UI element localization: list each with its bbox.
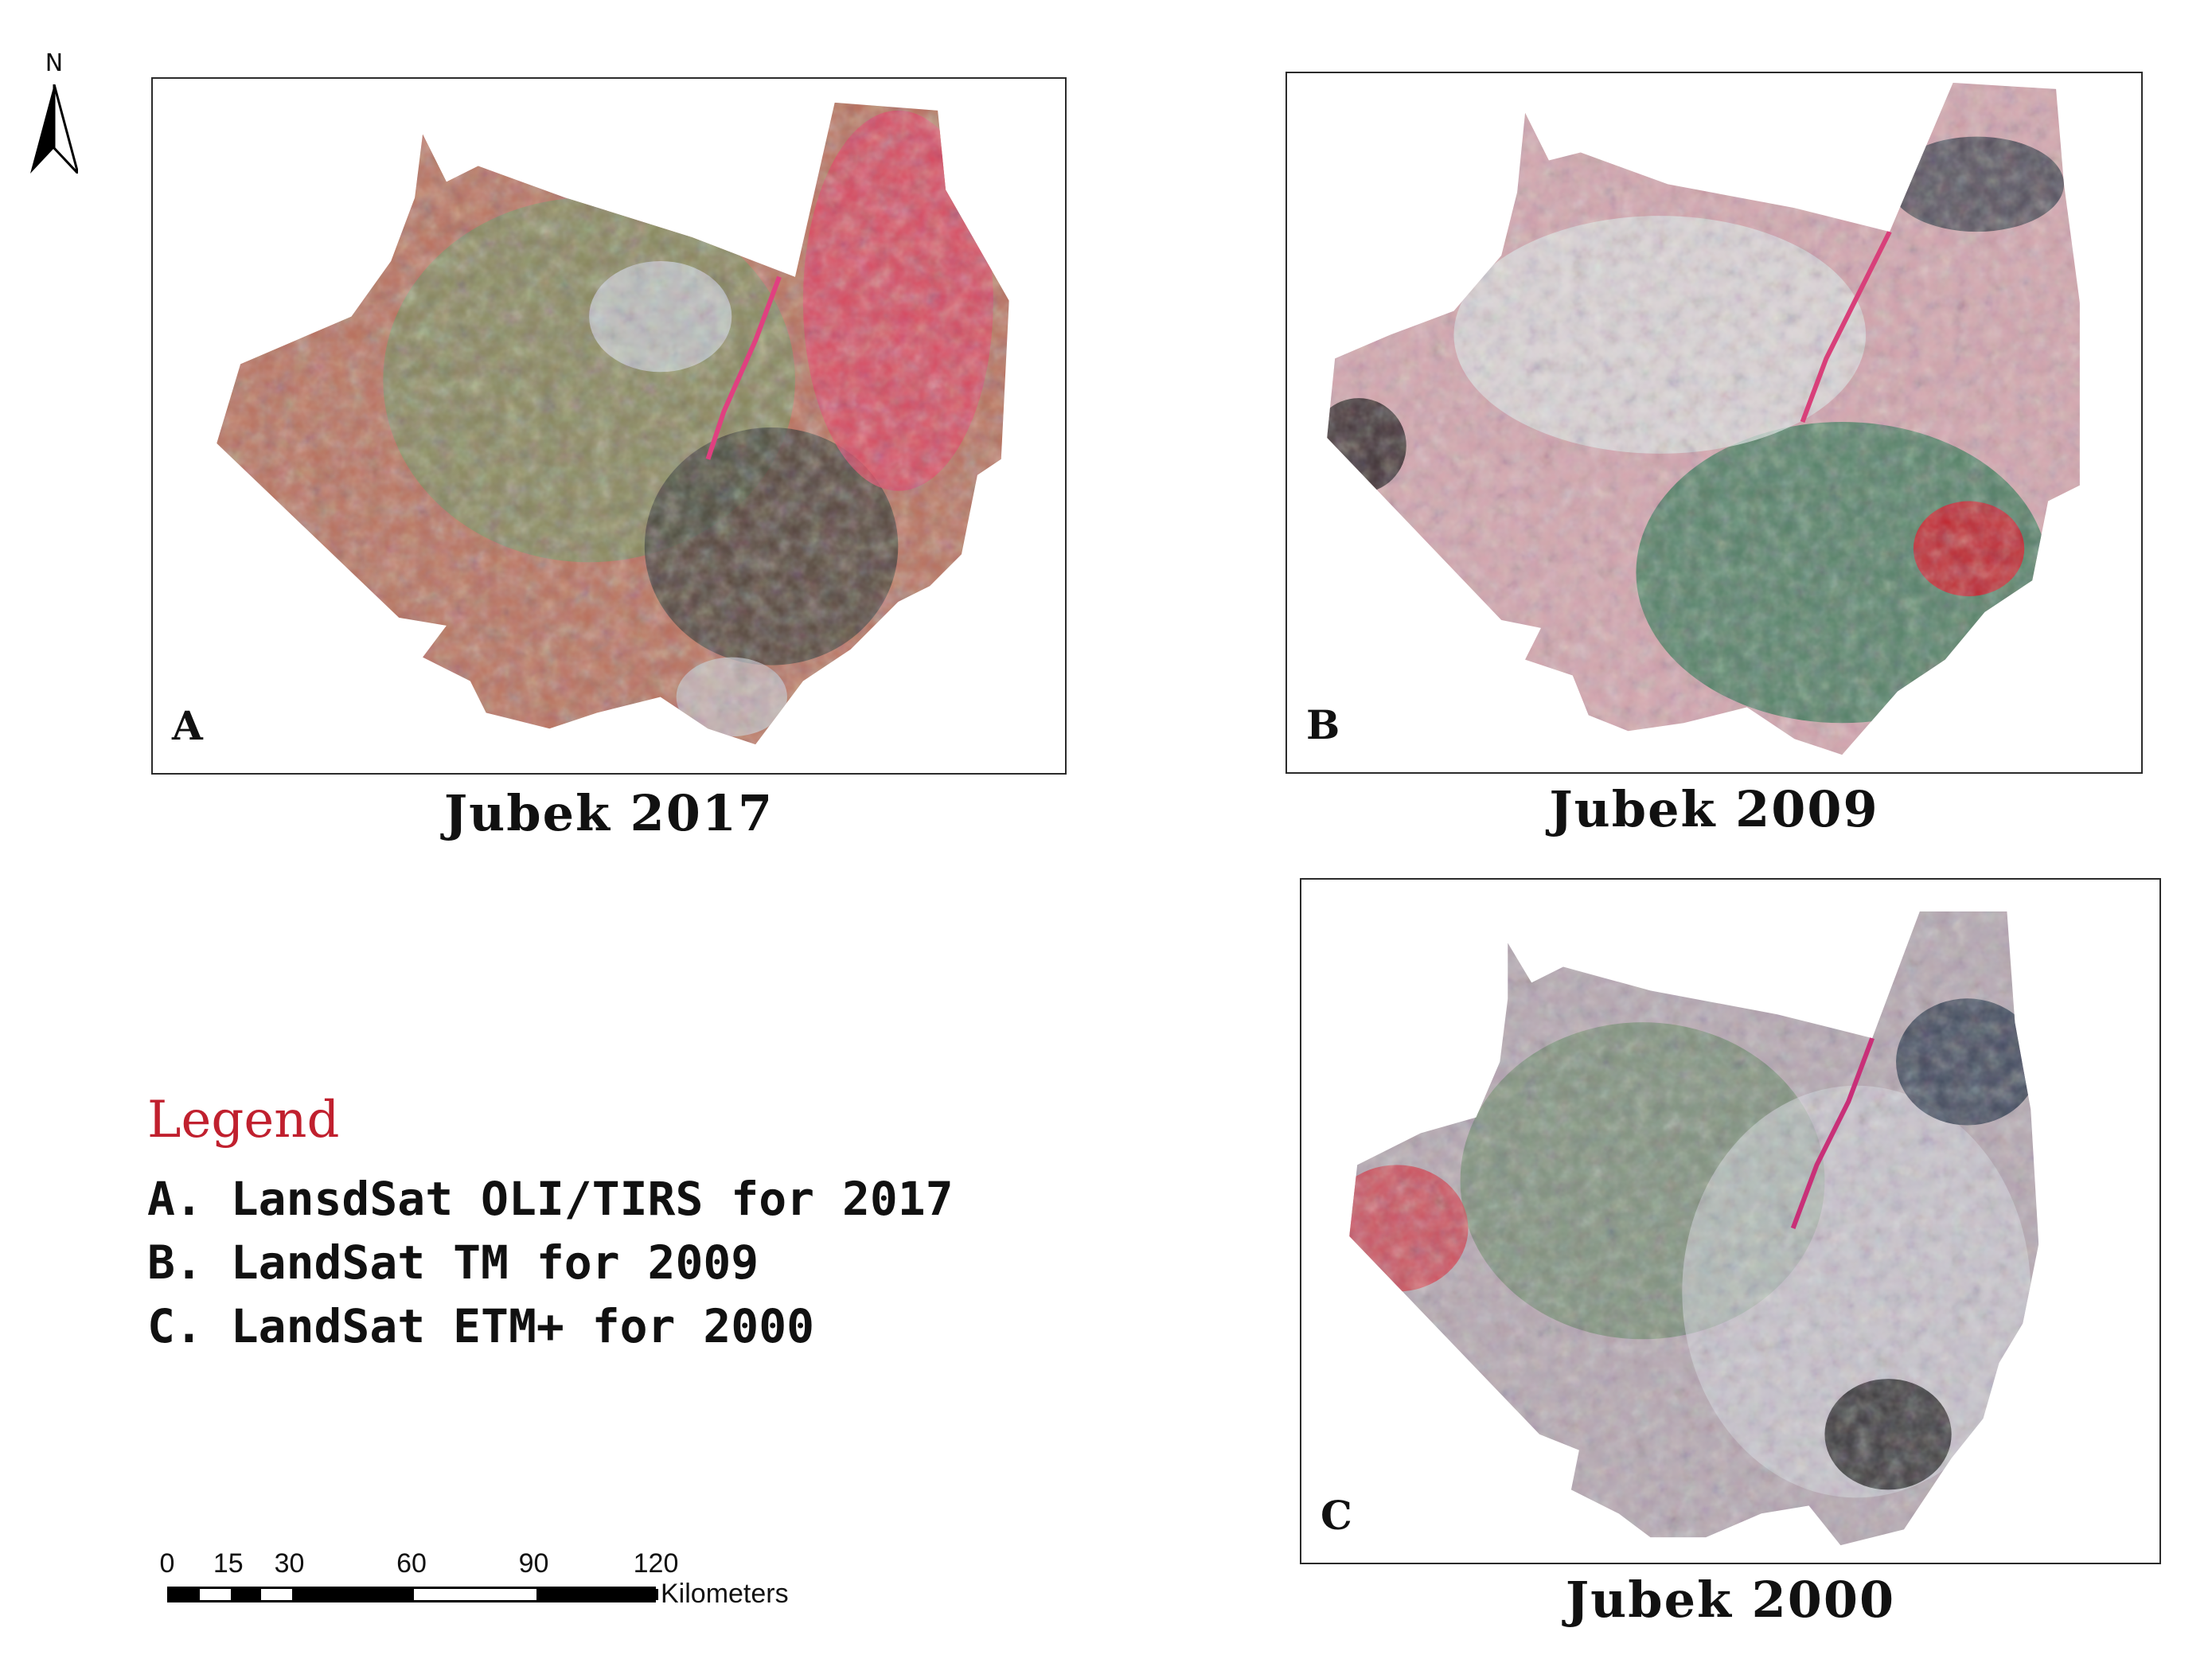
map-panel-a: A (151, 77, 1067, 775)
scale-tick-label: 15 (213, 1548, 244, 1579)
north-arrow: N (22, 49, 86, 177)
map-title-b: Jubek 2009 (1549, 780, 1879, 838)
legend-item-b: B. LandSat TM for 2009 (147, 1235, 759, 1290)
scale-segment (170, 1589, 201, 1600)
scale-tick-label: 120 (633, 1548, 679, 1579)
scale-bar-body (167, 1587, 658, 1602)
map-title-c: Jubek 2000 (1565, 1571, 1896, 1629)
scale-segment (230, 1589, 262, 1600)
satellite-image-a (217, 102, 1009, 745)
map-panel-b: B (1285, 72, 2143, 774)
scale-tick-label: 30 (274, 1548, 305, 1579)
legend-title: Legend (147, 1091, 340, 1150)
satellite-image-b (1327, 82, 2080, 755)
scale-unit: Kilometers (661, 1579, 789, 1609)
scale-segment (536, 1589, 658, 1600)
scale-tick-label: 0 (159, 1548, 175, 1579)
scale-tick-label: 60 (396, 1548, 427, 1579)
panel-label-c: C (1321, 1492, 1352, 1539)
scale-tick-label: 90 (518, 1548, 549, 1579)
panel-label-a: A (172, 702, 203, 749)
scale-segment (291, 1589, 414, 1600)
legend-item-c: C. LandSat ETM+ for 2000 (147, 1299, 815, 1353)
satellite-image-c (1349, 911, 2039, 1546)
scale-bar: Kilometers 0 15 30 60 90 120 (160, 1548, 820, 1612)
map-title-a: Jubek 2017 (443, 784, 774, 842)
legend-item-a: A. LansdSat OLI/TIRS for 2017 (147, 1172, 954, 1226)
map-panel-c: C (1300, 878, 2161, 1564)
north-label: N (45, 49, 64, 77)
legend: Legend A. LansdSat OLI/TIRS for 2017 B. … (147, 1091, 954, 1358)
north-arrow-icon (30, 84, 78, 174)
panel-label-b: B (1306, 701, 1340, 748)
